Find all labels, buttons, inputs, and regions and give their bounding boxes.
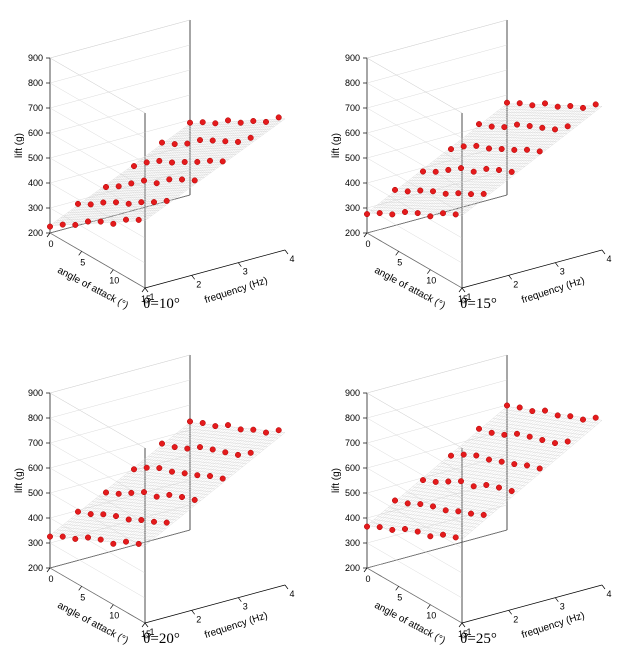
plot-theta10: 2003004005006007008009000510151234lift (… (12, 8, 312, 298)
panel-theta20: 2003004005006007008009000510151234lift (… (8, 343, 315, 668)
plot-theta20: 2003004005006007008009000510151234lift (… (12, 343, 312, 633)
panel-theta25: 2003004005006007008009000510151234lift (… (325, 343, 632, 668)
plot-theta25: 2003004005006007008009000510151234lift (… (329, 343, 629, 633)
panel-theta15: 2003004005006007008009000510151234lift (… (325, 8, 632, 333)
panel-grid: 2003004005006007008009000510151234lift (… (0, 0, 640, 672)
plot-theta15: 2003004005006007008009000510151234lift (… (329, 8, 629, 298)
panel-theta10: 2003004005006007008009000510151234lift (… (8, 8, 315, 333)
